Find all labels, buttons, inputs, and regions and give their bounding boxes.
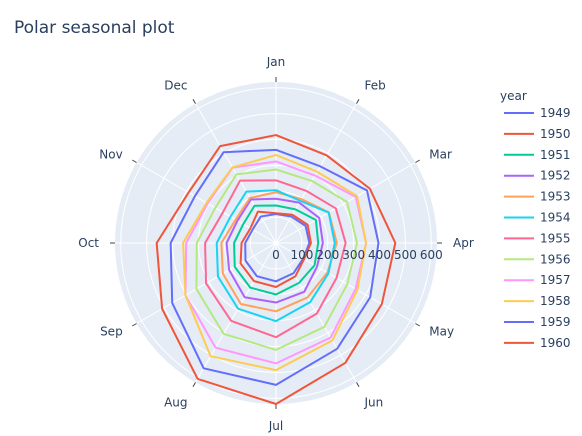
radial-tick-label-400: 400 <box>368 248 391 262</box>
angular-gridline-feb <box>275 103 357 244</box>
legend-label-1960: 1960 <box>540 336 571 350</box>
legend-title: year <box>500 89 527 103</box>
polar-area: Jan Feb Mar Apr May Jun Jul Aug Sep Oct Nov Dec 0 100… <box>78 55 474 433</box>
angular-tick-label-apr: Apr <box>453 236 474 250</box>
series-line-1950 <box>239 210 312 288</box>
angular-tick-label-mar: Mar <box>429 148 452 162</box>
legend-label-1951: 1951 <box>540 148 571 162</box>
angular-tick-label-jan: Jan <box>266 55 286 69</box>
legend-label-1952: 1952 <box>540 169 571 183</box>
angular-tick-mark-jun <box>356 382 360 388</box>
chart-title: Polar seasonal plot <box>14 18 175 38</box>
legend: year 1949 1950 1951 1952 1953 1954 1955 1956 195… <box>500 89 571 350</box>
angular-tick-mark-mar <box>415 159 421 163</box>
series-line-1956 <box>195 168 359 351</box>
angular-tick-mark-aug <box>192 382 196 388</box>
legend-label-1954: 1954 <box>540 211 571 225</box>
series-line-1952 <box>225 197 324 304</box>
series-line-1960 <box>155 134 397 405</box>
series-line-1951 <box>233 204 320 296</box>
legend-label-1957: 1957 <box>540 273 571 287</box>
legend-label-1959: 1959 <box>540 315 571 329</box>
series-line-1958 <box>182 153 368 372</box>
legend-label-1958: 1958 <box>540 294 571 308</box>
angular-gridline-mar <box>275 162 416 244</box>
angular-tick-label-dec: Dec <box>164 79 187 93</box>
angular-tick-mark-sep <box>131 323 137 327</box>
legend-label-1949: 1949 <box>540 106 571 120</box>
angular-tick-label-jul: Jul <box>268 419 283 433</box>
legend-label-1953: 1953 <box>540 190 571 204</box>
legend-label-1955: 1955 <box>540 231 571 245</box>
angular-gridline-aug <box>195 242 277 383</box>
angular-tick-label-sep: Sep <box>100 325 123 339</box>
radial-tick-label-300: 300 <box>342 248 365 262</box>
series-line-1957 <box>184 160 368 365</box>
series-line-1949 <box>244 213 311 283</box>
angular-tick-label-nov: Nov <box>99 148 122 162</box>
angular-tick-label-may: May <box>429 325 454 339</box>
radial-tick-label-600: 600 <box>420 248 443 262</box>
angular-tick-mark-nov <box>131 159 137 163</box>
angular-tick-mark-dec <box>192 98 196 104</box>
angular-gridline-dec <box>195 103 277 244</box>
radial-tick-label-0: 0 <box>272 248 280 262</box>
angular-gridline-may <box>275 242 416 324</box>
angular-tick-mark-feb <box>356 98 360 104</box>
angular-tick-label-oct: Oct <box>78 236 99 250</box>
radial-tick-label-100: 100 <box>290 248 313 262</box>
angular-tick-mark-may <box>415 323 421 327</box>
angular-tick-label-feb: Feb <box>365 79 386 93</box>
angular-tick-label-aug: Aug <box>164 395 187 409</box>
radial-tick-label-500: 500 <box>394 248 417 262</box>
legend-label-1950: 1950 <box>540 127 571 141</box>
series-line-1954 <box>215 189 336 323</box>
series-line-1959 <box>169 148 380 386</box>
radial-tick-label-200: 200 <box>316 248 339 262</box>
series-line-1955 <box>204 179 347 339</box>
legend-label-1956: 1956 <box>540 252 571 266</box>
angular-tick-label-jun: Jun <box>364 395 384 409</box>
